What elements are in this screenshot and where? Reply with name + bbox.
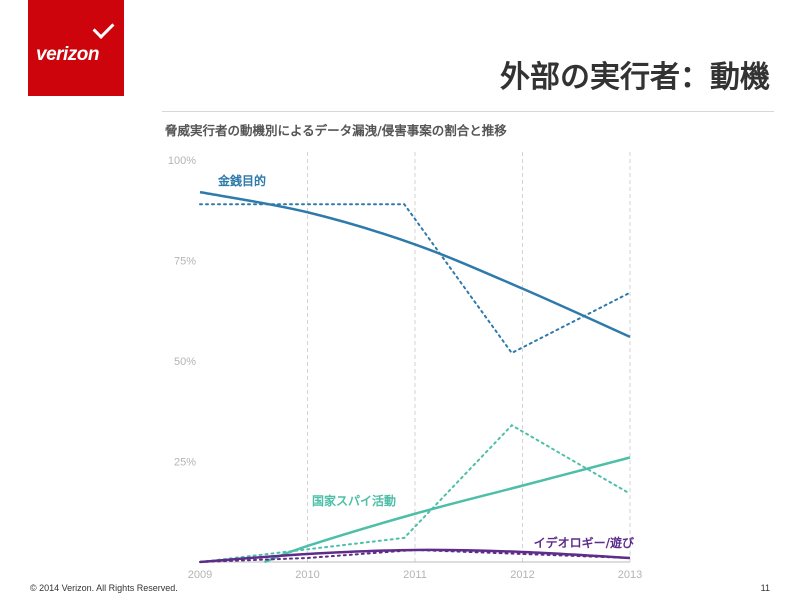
title-divider [162, 111, 774, 112]
x-tick-label-2009: 2009 [188, 569, 212, 581]
series-espionage-trend-line [264, 456, 631, 564]
chart-grid [307, 152, 631, 562]
x-tick-label-2010: 2010 [295, 569, 319, 581]
series-financial-actual-line [199, 203, 631, 355]
series-ideology-trend-line [199, 548, 631, 564]
y-tick-label-25: 25% [174, 457, 196, 469]
series-label-financial: 金銭目的 [217, 173, 266, 188]
chart-series [199, 190, 631, 564]
copyright-notice: © 2014 Verizon. All Rights Reserved. [30, 583, 178, 593]
y-tick-label-75: 75% [174, 256, 196, 268]
page-number: 11 [760, 583, 770, 593]
series-label-ideology: イデオロギー/遊び [534, 535, 635, 550]
slide-title: 外部の実行者：動機 [500, 60, 770, 95]
x-tick-label-2013: 2013 [618, 569, 642, 581]
verizon-wordmark: verizon [36, 44, 100, 65]
y-tick-label-100: 100% [168, 155, 196, 167]
series-label-espionage: 国家スパイ活動 [312, 493, 396, 508]
series-espionage-actual-line [199, 424, 631, 563]
chart-title: 脅威実行者の動機別によるデータ漏洩/侵害事案の割合と推移 [165, 123, 507, 138]
chart-axes: 2009 2010 2011 2012 2013 25% 50% 75% 100% [168, 155, 642, 581]
x-tick-label-2011: 2011 [403, 569, 427, 581]
verizon-logo: verizon [28, 0, 124, 96]
y-tick-label-50: 50% [174, 356, 196, 368]
series-financial-trend-line [199, 190, 631, 339]
x-tick-label-2012: 2012 [510, 569, 534, 581]
